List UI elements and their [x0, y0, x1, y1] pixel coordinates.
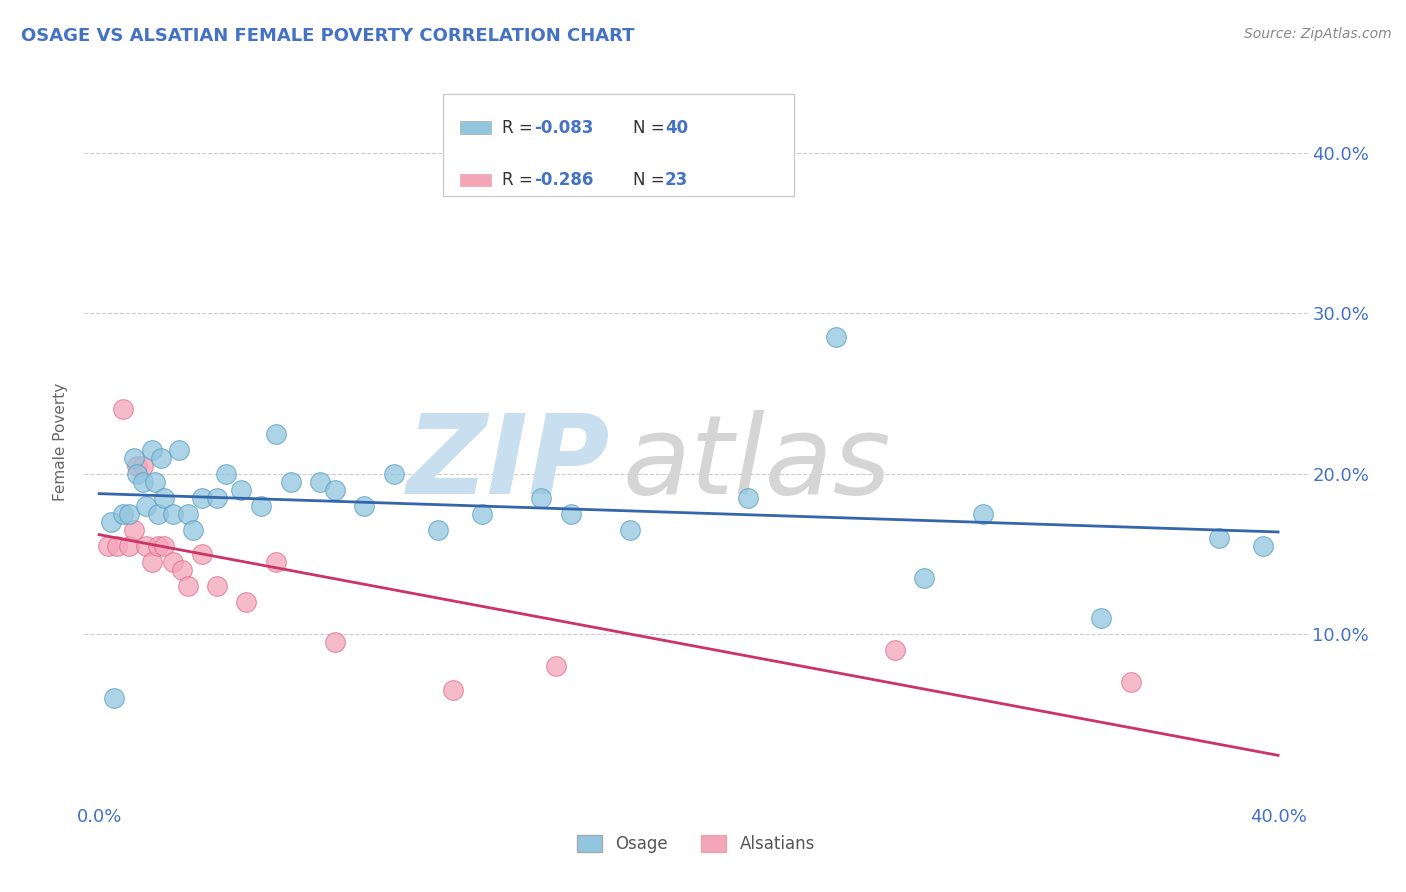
- Point: [825, 330, 848, 344]
- Point: [176, 507, 198, 521]
- Point: [205, 579, 228, 593]
- Point: [170, 563, 193, 577]
- Text: -0.286: -0.286: [534, 171, 593, 189]
- Text: R =: R =: [502, 119, 538, 136]
- Point: [235, 595, 257, 609]
- Point: [146, 539, 169, 553]
- Point: [153, 491, 176, 505]
- Point: [143, 475, 166, 489]
- Point: [1208, 531, 1230, 545]
- Legend: Osage, Alsatians: Osage, Alsatians: [571, 828, 821, 860]
- Text: -0.083: -0.083: [534, 119, 593, 136]
- Text: N =: N =: [633, 171, 669, 189]
- Text: OSAGE VS ALSATIAN FEMALE POVERTY CORRELATION CHART: OSAGE VS ALSATIAN FEMALE POVERTY CORRELA…: [21, 27, 634, 45]
- Point: [353, 499, 375, 513]
- Point: [132, 458, 155, 473]
- Point: [124, 523, 146, 537]
- Point: [132, 475, 155, 489]
- Point: [100, 515, 122, 529]
- Y-axis label: Female Poverty: Female Poverty: [53, 383, 69, 500]
- Text: N =: N =: [633, 119, 669, 136]
- Point: [141, 442, 163, 457]
- Point: [135, 499, 157, 513]
- Point: [162, 507, 184, 521]
- Point: [103, 691, 125, 706]
- Point: [737, 491, 759, 505]
- Point: [153, 539, 176, 553]
- Point: [250, 499, 273, 513]
- Point: [215, 467, 238, 481]
- Point: [191, 491, 214, 505]
- Point: [323, 635, 346, 649]
- Point: [382, 467, 405, 481]
- Point: [111, 402, 134, 417]
- Point: [229, 483, 252, 497]
- Point: [146, 507, 169, 521]
- Point: [280, 475, 302, 489]
- Point: [135, 539, 157, 553]
- Point: [111, 507, 134, 521]
- Point: [441, 683, 464, 698]
- Point: [141, 555, 163, 569]
- Point: [162, 555, 184, 569]
- Text: atlas: atlas: [623, 409, 891, 516]
- Point: [127, 458, 149, 473]
- Point: [1119, 675, 1142, 690]
- Text: R =: R =: [502, 171, 538, 189]
- Point: [264, 426, 287, 441]
- Point: [183, 523, 205, 537]
- Point: [1253, 539, 1275, 553]
- Point: [167, 442, 190, 457]
- Point: [191, 547, 214, 561]
- Point: [105, 539, 128, 553]
- Point: [124, 450, 146, 465]
- Point: [560, 507, 582, 521]
- Point: [544, 659, 567, 673]
- Point: [117, 507, 139, 521]
- Point: [323, 483, 346, 497]
- Text: Source: ZipAtlas.com: Source: ZipAtlas.com: [1244, 27, 1392, 41]
- Point: [97, 539, 120, 553]
- Point: [619, 523, 641, 537]
- Point: [1090, 611, 1112, 625]
- Point: [117, 539, 139, 553]
- Text: 23: 23: [665, 171, 689, 189]
- Point: [309, 475, 332, 489]
- Point: [205, 491, 228, 505]
- Point: [264, 555, 287, 569]
- Point: [884, 643, 907, 657]
- Text: ZIP: ZIP: [406, 409, 610, 516]
- Point: [912, 571, 935, 585]
- Point: [150, 450, 173, 465]
- Point: [427, 523, 450, 537]
- Point: [127, 467, 149, 481]
- Point: [972, 507, 994, 521]
- Point: [176, 579, 198, 593]
- Point: [530, 491, 553, 505]
- Point: [471, 507, 494, 521]
- Text: 40: 40: [665, 119, 688, 136]
